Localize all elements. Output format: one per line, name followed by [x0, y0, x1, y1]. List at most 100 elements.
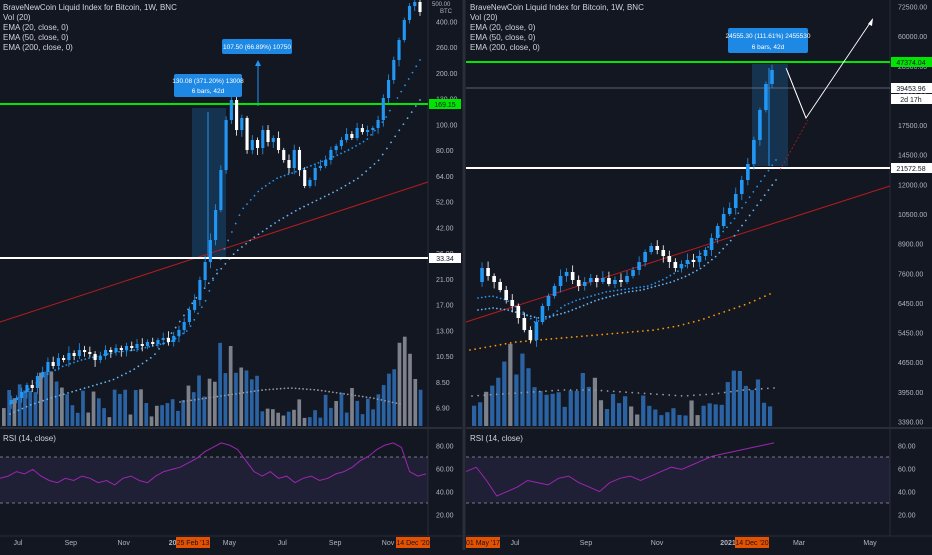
left-volume-bar — [318, 417, 323, 426]
right-ema50-ema-dot — [586, 303, 589, 305]
right-volume-bars — [472, 343, 773, 426]
left-candle — [418, 2, 422, 12]
left-ema20-ema-dot — [129, 349, 132, 352]
left-ema50-ema-dot — [390, 141, 392, 144]
left-candle — [271, 138, 275, 142]
left-ema20-ema-dot — [182, 332, 184, 335]
left-ema50-ema-dot — [50, 396, 53, 399]
left-ema20-ema-dot — [268, 182, 271, 185]
left-vol-ma-ema-dot — [369, 396, 372, 399]
left-vol-ma-ema-dot — [283, 387, 286, 390]
right-price-axis[interactable]: 72500.0060000.0028500.0023500.0017500.00… — [898, 5, 927, 427]
right-ema50-ema-dot — [763, 194, 766, 197]
left-candle — [145, 342, 150, 346]
right-ema200-ema-dot — [575, 335, 578, 338]
right-ema20-ema-dot — [722, 230, 725, 233]
left-ema20-ema-dot — [253, 194, 256, 197]
left-ema20-ema-dot — [404, 84, 406, 87]
right-rsi-title[interactable]: RSI (14, close) — [470, 434, 523, 443]
left-ema20-ema-dot — [215, 268, 218, 271]
left-vol-ma-ema-dot — [372, 397, 375, 400]
left-volume-bar — [28, 390, 33, 426]
left-ema50-ema-dot — [141, 362, 144, 365]
right-ema50-ema-dot — [601, 297, 604, 300]
left-ema50-ema-dot — [274, 222, 276, 224]
right-rsi-axis: 80.00 60.00 40.00 20.00 — [898, 444, 916, 520]
right-ema200-ema-dot — [718, 312, 721, 315]
left-volume-bar — [234, 372, 238, 426]
left-volume-bar — [218, 342, 222, 426]
left-candle — [318, 166, 323, 168]
right-ema20-ema-dot — [480, 296, 483, 299]
left-candle — [130, 346, 134, 348]
right-volume-bar — [725, 382, 730, 426]
right-volume-bar — [598, 400, 604, 426]
right-green-tag-label: 47374.04 — [896, 60, 925, 67]
right-ema50-ema-dot — [548, 315, 551, 318]
right-volume-bar — [490, 385, 495, 426]
right-ema200-ema-dot — [713, 314, 715, 317]
left-vol-ma-ema-dot — [194, 398, 196, 401]
right-ema200-ema-dot — [504, 342, 507, 345]
right-ema200-ema-dot — [560, 337, 563, 339]
left-volume-bar — [239, 367, 244, 426]
right-ema200-ema-dot — [657, 328, 660, 331]
right-ema20-ema-dot — [620, 288, 623, 291]
right-volume-bar — [508, 343, 513, 426]
left-rsi-title[interactable]: RSI (14, close) — [3, 434, 56, 443]
right-callout-1-line1: 24555.30 (111.61%) 2455530 — [725, 33, 810, 40]
left-ema50-ema-dot — [352, 179, 355, 182]
left-ema50-ema-dot — [282, 217, 285, 219]
right-ema20-ema-dot — [752, 190, 755, 193]
left-volume-bar — [376, 394, 381, 426]
left-vol-ma-ema-dot — [264, 388, 267, 391]
left-volume-bar — [302, 417, 307, 426]
left-vol-ma-ema-dot — [216, 395, 219, 398]
right-volume-bar — [719, 404, 724, 426]
left-price-tick: 6.90 — [436, 406, 450, 413]
right-vol-ma-ema-dot — [594, 389, 597, 392]
left-volume-bar — [54, 381, 59, 426]
right-candle — [498, 282, 502, 290]
left-vol-ma-ema-dot — [186, 400, 189, 402]
left-ema-dots — [9, 59, 421, 415]
right-vol-ma-ema-dot — [495, 393, 498, 396]
right-ema200-ema-dot — [591, 334, 593, 337]
right-ema50-ema-dot — [639, 289, 642, 292]
left-candle — [198, 280, 202, 300]
left-ema50-ema-dot — [348, 182, 351, 185]
left-volume-bar — [2, 408, 6, 426]
left-vol-ma-ema-dot — [302, 388, 304, 390]
left-vol-ma-ema-dot — [182, 400, 185, 403]
left-candle — [282, 150, 286, 160]
right-ema200-ema-dot — [484, 346, 487, 349]
left-ema20-ema-dot — [358, 142, 361, 145]
left-vol-ma-ema-dot — [238, 392, 241, 395]
right-ema200-ema-dot — [469, 349, 471, 351]
right-ema200-ema-dot — [764, 295, 766, 298]
right-ema20-ema-dot — [744, 201, 747, 204]
right-volume-bar — [629, 406, 634, 426]
left-volume-bar — [160, 405, 164, 426]
left-candle — [119, 348, 123, 350]
right-ema200-line — [465, 185, 891, 323]
left-ema20-ema-dot — [347, 149, 350, 151]
left-ema20-ema-dot — [411, 71, 414, 74]
right-volume-bar — [635, 414, 640, 426]
left-candle — [245, 118, 249, 150]
left-candle — [72, 353, 76, 356]
left-vol-ma-ema-dot — [346, 393, 349, 396]
left-ema20-ema-dot — [238, 214, 241, 217]
left-ema20-ema-dot — [381, 121, 384, 124]
right-ema50-ema-dot — [503, 308, 506, 311]
right-ema20-ema-dot — [563, 304, 566, 307]
left-ema50-ema-dot — [323, 195, 326, 198]
right-ema50-ema-dot — [748, 214, 751, 217]
right-time-axis[interactable]: Jul Sep Nov 2021 Mar May — [511, 540, 878, 547]
left-candle — [182, 322, 186, 330]
left-ema20-ema-dot — [246, 203, 248, 206]
right-green-tag — [891, 57, 932, 67]
right-vol-ma-ema-dot — [717, 392, 720, 395]
left-ema20-ema-dot — [373, 129, 376, 132]
